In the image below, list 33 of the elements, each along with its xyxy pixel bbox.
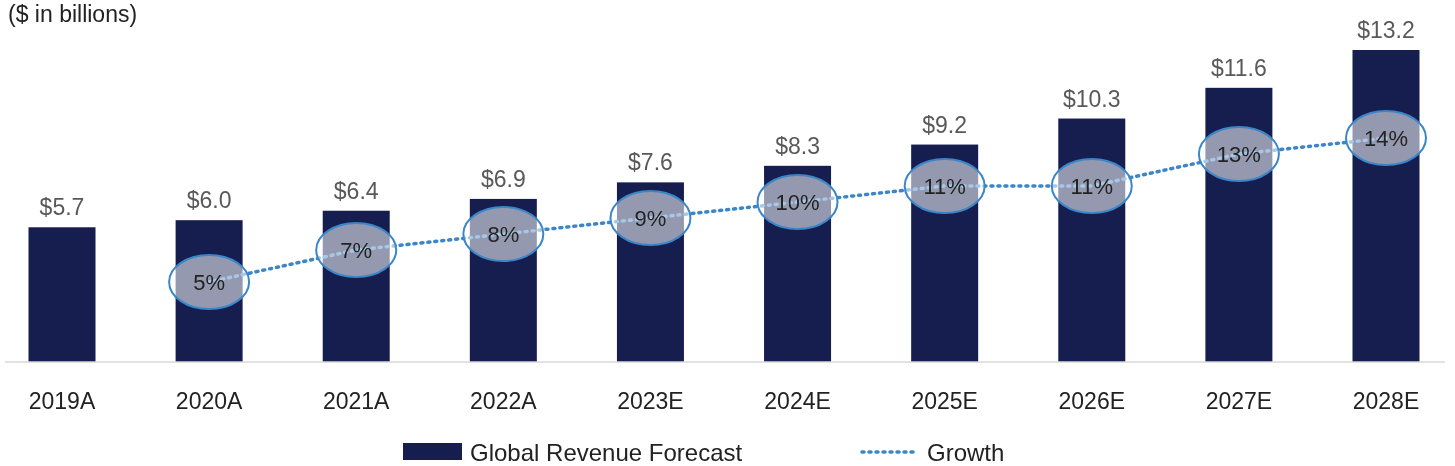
x-tick-label: 2025E bbox=[911, 388, 978, 414]
x-tick-label: 2026E bbox=[1058, 388, 1126, 414]
data-label: $13.2 bbox=[1357, 17, 1415, 43]
data-label: $5.7 bbox=[39, 194, 85, 221]
data-label: $6.0 bbox=[186, 187, 232, 214]
x-tick-label: 2022A bbox=[470, 388, 538, 414]
x-tick-label: 2024E bbox=[764, 388, 831, 414]
data-label: 11% bbox=[923, 174, 966, 199]
bar bbox=[28, 227, 96, 362]
data-label: 9% bbox=[634, 206, 667, 231]
y-axis-title: ($ in billions) bbox=[8, 1, 138, 27]
x-tick-label: 2028E bbox=[1352, 388, 1420, 414]
data-label: $7.6 bbox=[628, 149, 673, 176]
data-label: $11.6 bbox=[1210, 54, 1267, 81]
legend-label: Global Revenue Forecast bbox=[470, 439, 743, 466]
x-tick-label: 2019A bbox=[28, 388, 96, 414]
x-tick-label: 2020A bbox=[175, 388, 244, 414]
x-tick-label: 2027E bbox=[1205, 388, 1273, 414]
x-tick-label: 2021A bbox=[322, 388, 391, 414]
data-label: $8.3 bbox=[775, 132, 820, 159]
legend-label: Growth bbox=[927, 439, 1005, 466]
data-label: 11% bbox=[1070, 174, 1113, 199]
data-label: 8% bbox=[487, 222, 520, 247]
x-tick-label: 2023E bbox=[617, 388, 684, 414]
data-label: 14% bbox=[1363, 126, 1409, 151]
data-label: $9.2 bbox=[922, 111, 968, 138]
data-label: 10% bbox=[775, 190, 820, 215]
data-label: 7% bbox=[340, 238, 373, 263]
data-label: $6.9 bbox=[480, 165, 526, 192]
data-label: 5% bbox=[193, 270, 226, 295]
data-label: $10.3 bbox=[1063, 85, 1121, 112]
data-label: $6.4 bbox=[333, 177, 379, 204]
data-label: 13% bbox=[1216, 142, 1261, 167]
